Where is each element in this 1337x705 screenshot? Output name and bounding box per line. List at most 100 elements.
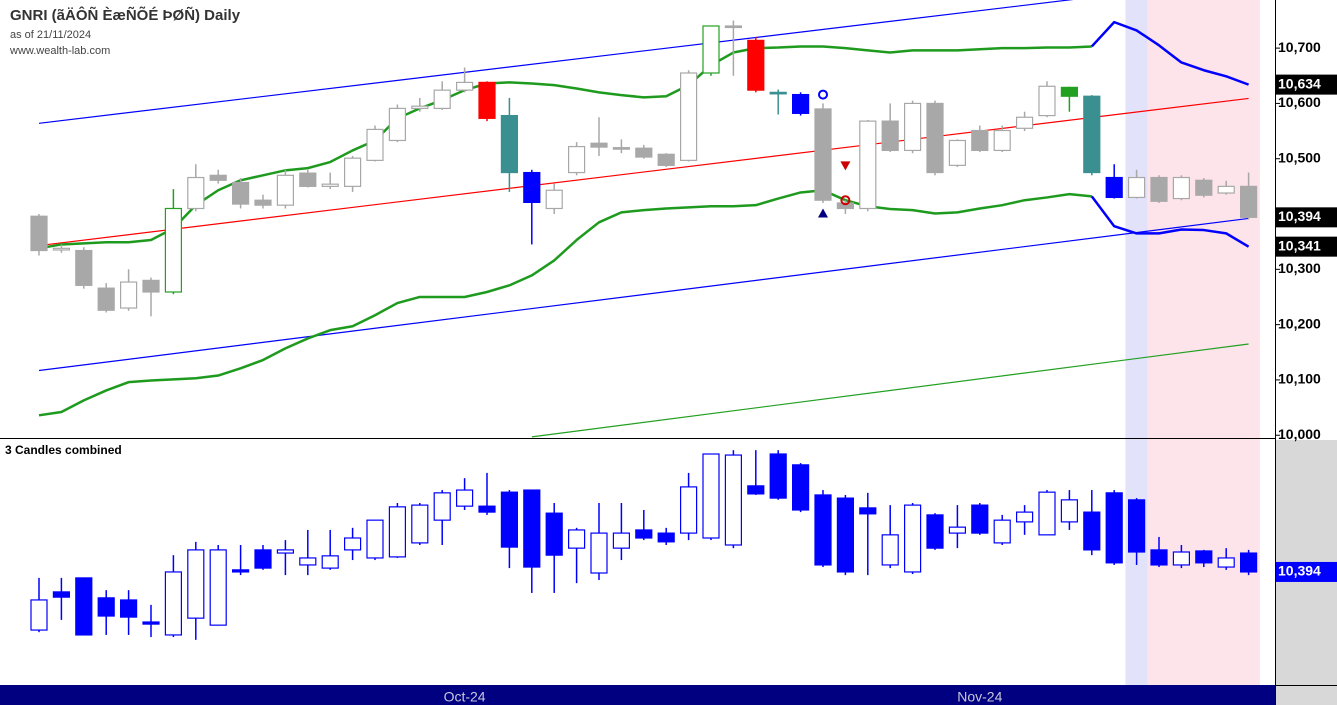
price-label: 10,394 bbox=[1278, 208, 1321, 224]
band-line bbox=[38, 45, 1092, 250]
candle-body bbox=[545, 512, 563, 556]
candle-body bbox=[612, 147, 631, 150]
candle-body bbox=[836, 497, 855, 573]
price-pane bbox=[30, 0, 1258, 438]
candle-body bbox=[836, 202, 855, 210]
candle-body bbox=[1083, 511, 1101, 551]
candle-body bbox=[679, 72, 698, 161]
candle-body bbox=[769, 91, 787, 95]
candle-body bbox=[881, 534, 899, 566]
price-label: 10,634 bbox=[1278, 75, 1321, 91]
candle-body bbox=[1195, 550, 1213, 564]
price-label-box bbox=[1276, 561, 1337, 582]
as-of-date: as of 21/11/2024 bbox=[10, 29, 91, 41]
candle-body bbox=[769, 453, 787, 499]
candle-body bbox=[500, 114, 518, 174]
y-tick-label: 10,100 bbox=[1278, 371, 1321, 387]
candle-body bbox=[747, 39, 765, 91]
source-url: www.wealth-lab.com bbox=[9, 45, 110, 57]
candle-body bbox=[478, 81, 496, 119]
candle-body bbox=[791, 93, 810, 114]
candle-body bbox=[1105, 176, 1123, 199]
candle-body bbox=[881, 120, 899, 152]
price-label-box bbox=[1276, 236, 1337, 257]
candle-body bbox=[903, 504, 922, 573]
candle-body bbox=[388, 506, 406, 558]
candle-body bbox=[344, 537, 362, 551]
candle-body bbox=[142, 279, 160, 293]
candle-body bbox=[791, 464, 810, 511]
date-axis-bar bbox=[0, 685, 1275, 705]
band-line bbox=[1090, 195, 1250, 248]
candle-body bbox=[187, 549, 205, 619]
candle-body bbox=[523, 489, 541, 568]
trend-line bbox=[38, 217, 1249, 372]
candle-body bbox=[321, 183, 339, 187]
candle-body bbox=[814, 494, 832, 566]
trend-line bbox=[38, 97, 1249, 247]
candle-body bbox=[657, 153, 675, 166]
candle-body bbox=[948, 526, 967, 534]
trend-line bbox=[531, 343, 1249, 438]
candle-body bbox=[657, 532, 675, 543]
y-tick-label: 10,200 bbox=[1278, 315, 1321, 331]
candle-body bbox=[411, 105, 429, 109]
candle-body bbox=[859, 120, 877, 210]
candle-body bbox=[859, 507, 877, 515]
candle-body bbox=[97, 287, 115, 311]
candle-body bbox=[30, 599, 48, 631]
price-axis: 10,000 10,100 10,200 10,300 10,500 10,600 10,7… bbox=[1275, 39, 1337, 582]
candle-body bbox=[1060, 86, 1079, 97]
candle-body bbox=[612, 532, 631, 549]
candle-body bbox=[366, 519, 384, 559]
candle-body bbox=[1127, 499, 1146, 553]
candle-body bbox=[567, 529, 586, 549]
candle-body bbox=[254, 549, 272, 569]
candle-body bbox=[388, 107, 406, 142]
price-label: 10,341 bbox=[1278, 237, 1321, 253]
band-line bbox=[1090, 20, 1250, 86]
candle-body bbox=[926, 102, 944, 174]
candle-body bbox=[747, 485, 765, 495]
candle-body bbox=[97, 597, 115, 617]
candle-body bbox=[254, 199, 272, 206]
candle-body bbox=[456, 81, 474, 91]
x-tick-label: Oct-24 bbox=[444, 689, 486, 705]
candle-body bbox=[164, 207, 182, 293]
candle-body bbox=[1239, 552, 1258, 573]
band-line bbox=[38, 188, 1092, 417]
candle-body bbox=[948, 139, 967, 166]
candle-body bbox=[1195, 179, 1213, 196]
candle-body bbox=[1217, 185, 1235, 194]
candle-body bbox=[1172, 551, 1191, 566]
candle-body bbox=[1015, 511, 1034, 523]
candle-body bbox=[926, 514, 944, 549]
candle-body bbox=[276, 549, 294, 554]
candle-body bbox=[433, 89, 451, 109]
candle-body bbox=[232, 569, 250, 573]
highlight-band bbox=[1147, 0, 1260, 685]
signal-marker bbox=[840, 195, 851, 206]
candle-body bbox=[299, 172, 317, 187]
trend-line bbox=[38, 0, 1074, 124]
chart-title: GNRI (ãÄÔÑ ÈæÑÕÉ ÞØÑ) Daily bbox=[10, 6, 241, 24]
candle-body bbox=[1083, 95, 1101, 174]
y-tick-label: 10,300 bbox=[1278, 260, 1321, 276]
candle-body bbox=[75, 249, 93, 286]
candle-body bbox=[1127, 176, 1146, 199]
candle-body bbox=[119, 599, 138, 618]
price-label: 10,394 bbox=[1278, 563, 1321, 579]
candle-body bbox=[545, 189, 563, 210]
candle-body bbox=[209, 174, 227, 181]
indicator-pane bbox=[30, 450, 1258, 640]
candle-body bbox=[478, 505, 496, 513]
candle-body bbox=[1217, 557, 1235, 568]
candle-body bbox=[52, 591, 71, 598]
candle-body bbox=[52, 247, 71, 251]
candle-body bbox=[635, 147, 653, 158]
candle-body bbox=[1105, 492, 1123, 564]
candle-body bbox=[993, 519, 1011, 544]
price-label-box bbox=[1276, 207, 1337, 228]
candle-body bbox=[30, 215, 48, 252]
